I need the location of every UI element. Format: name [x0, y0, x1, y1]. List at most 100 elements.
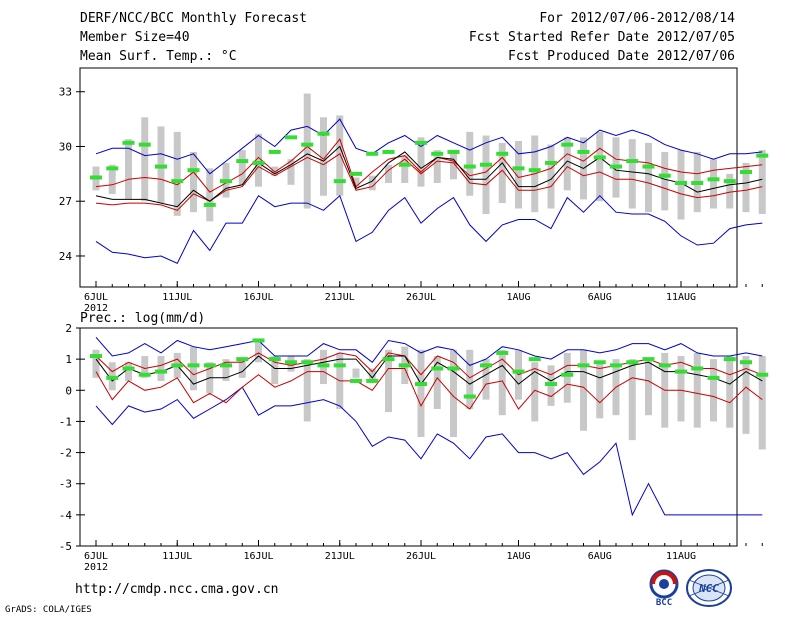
temp-observed-mark [626, 159, 639, 164]
temp-member-box [255, 133, 262, 187]
temp-member-box [661, 151, 669, 211]
temp-observed-mark [220, 179, 232, 184]
prec-observed-mark [642, 357, 655, 362]
prec-x-tick-label: 21JUL [325, 551, 355, 562]
temp-member-box [238, 150, 246, 185]
temp-y-tick-label: 30 [59, 140, 72, 153]
temp-member-box [450, 150, 457, 180]
prec-observed-mark [431, 366, 444, 371]
temp-observed-mark [691, 180, 704, 185]
prec-x-tick-label: 11AUG [666, 551, 696, 562]
temp-observed-mark [431, 151, 444, 156]
temp-observed-mark [415, 140, 427, 145]
temp-member-box [108, 164, 116, 194]
temp-upper-line [95, 138, 763, 193]
temp-observed-mark [301, 142, 314, 147]
prec-observed-mark [171, 363, 184, 368]
prec-member-box [498, 349, 506, 416]
temp-max-line [95, 118, 763, 175]
prec-observed-mark [350, 378, 362, 383]
prec-mean-line [95, 355, 763, 386]
prec-member-box [580, 349, 587, 431]
prec-member-box [677, 356, 685, 422]
temp-member-box [190, 151, 197, 213]
prec-member-box [466, 349, 474, 409]
prec-observed-mark [545, 382, 557, 387]
prec-y-tick-label: 1 [65, 353, 72, 366]
prec-observed-mark [723, 357, 736, 362]
temp-observed-mark [707, 177, 720, 182]
temp-observed-mark [496, 151, 509, 156]
prec-observed-mark [122, 366, 135, 371]
prec-y-tick-label: 2 [65, 322, 72, 335]
temp-y-tick-label: 24 [59, 250, 73, 263]
temp-observed-mark [675, 180, 687, 185]
temp-observed-mark [203, 202, 216, 207]
prec-observed-mark [155, 369, 167, 374]
prec-observed-mark [626, 360, 639, 365]
prec-observed-mark [382, 357, 395, 362]
temp-x-tick-label: 26JUL [406, 292, 436, 303]
prec-member-box [368, 368, 376, 381]
prec-observed-mark [691, 366, 704, 371]
bcc-logo-text: BCC [656, 598, 672, 608]
prec-observed-mark [593, 360, 606, 365]
prec-observed-mark [366, 378, 379, 383]
prec-observed-mark [220, 363, 232, 368]
prec-observed-mark [252, 338, 265, 343]
source-url[interactable]: http://cmdp.ncc.cma.gov.cn [75, 582, 279, 597]
temp-member-box [385, 164, 392, 183]
temp-observed-mark [317, 131, 330, 136]
prec-y-tick-label: -4 [59, 509, 73, 522]
prec-observed-mark [203, 363, 216, 368]
temp-member-box [287, 159, 295, 185]
prec-observed-mark [528, 357, 541, 362]
temp-observed-mark [447, 149, 460, 154]
prec-member-box [693, 352, 701, 428]
prec-x-tick-label: 16JUL [243, 551, 273, 562]
temp-member-box [515, 141, 522, 209]
temp-min-line [95, 194, 763, 264]
prec-observed-mark [333, 363, 346, 368]
temp-member-box [628, 139, 636, 209]
temp-observed-mark [285, 135, 297, 140]
member-size-label: Member Size=40 [80, 30, 190, 45]
prec-member-box [742, 356, 750, 434]
prec-member-box [433, 356, 441, 409]
start-date-label: Fcst Started Refer Date 2012/07/05 [468, 30, 735, 45]
temp-x-tick-label: 16JUL [243, 292, 273, 303]
temp-member-box [498, 142, 506, 204]
temp-observed-mark [577, 149, 590, 154]
temp-member-box [710, 159, 717, 209]
temp-observed-mark [463, 164, 476, 169]
prec-observed-mark [577, 363, 590, 368]
prec-year-label: 2012 [84, 562, 108, 573]
prec-max-line [95, 336, 763, 366]
prec-x-tick-label: 26JUL [406, 551, 436, 562]
temp-member-box [320, 117, 327, 196]
temp-observed-mark [723, 179, 736, 184]
prec-panel-title: Prec.: log(mm/d) [80, 311, 205, 326]
prec-member-box [482, 359, 490, 400]
temp-observed-mark [610, 164, 622, 169]
prec-observed-mark [236, 357, 249, 362]
prec-observed-mark [268, 357, 281, 362]
temp-observed-mark [480, 162, 492, 167]
prec-observed-mark [707, 375, 720, 380]
chart-title: DERF/NCC/BCC Monthly Forecast [80, 11, 307, 26]
temp-member-box [125, 139, 132, 200]
temp-year-label: 2012 [84, 303, 108, 314]
prec-member-box [450, 349, 457, 437]
temp-observed-mark [740, 170, 752, 175]
temp-member-box [417, 137, 425, 187]
temp-member-box [742, 162, 750, 213]
temp-member-box [173, 131, 181, 216]
prec-member-box [255, 340, 262, 363]
prec-observed-mark [658, 363, 671, 368]
prec-member-box [758, 356, 766, 450]
prec-member-box [710, 359, 717, 422]
prec-observed-mark [480, 363, 492, 368]
prec-member-box [238, 359, 246, 378]
temp-observed-mark [528, 168, 541, 173]
prec-y-tick-label: -5 [59, 540, 72, 553]
